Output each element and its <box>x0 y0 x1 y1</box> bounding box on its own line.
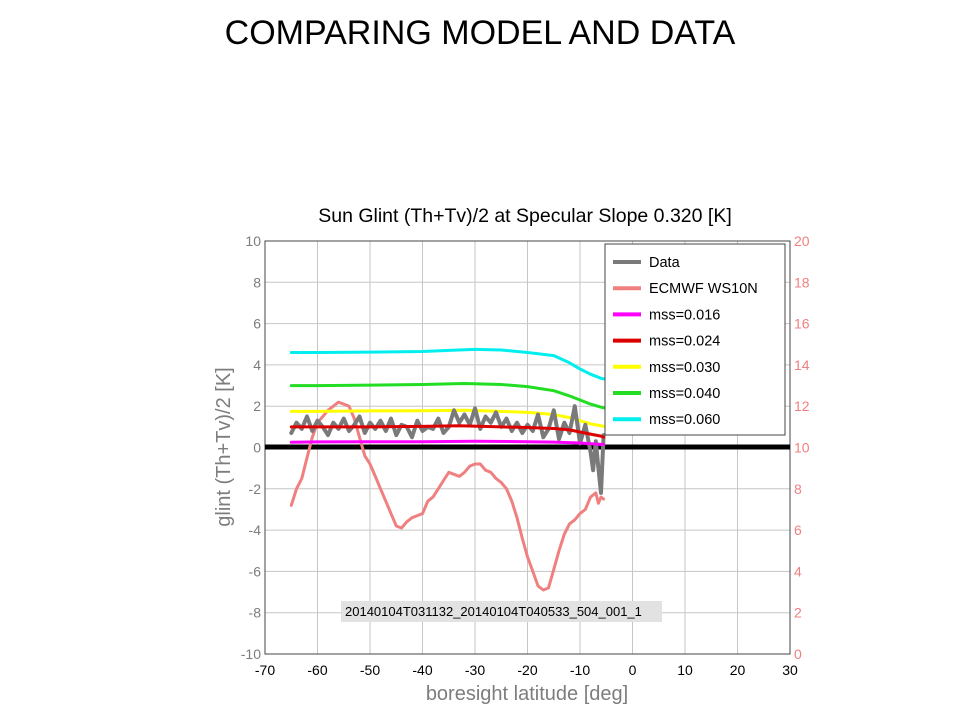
legend-label-mss-0-030: mss=0.030 <box>649 360 720 376</box>
y2-tick-label: 10 <box>794 440 810 456</box>
y2-tick-label: 12 <box>794 398 810 414</box>
y-tick-label: 6 <box>253 316 261 332</box>
legend-label-mss-0-024: mss=0.024 <box>649 334 720 350</box>
x-tick-label: -20 <box>517 662 537 678</box>
y2-tick-label: 6 <box>794 522 802 538</box>
x-tick-label: 0 <box>629 662 637 678</box>
series-line-mss-0-030 <box>289 408 608 429</box>
x-tick-label: -30 <box>465 662 485 678</box>
chart-title: Sun Glint (Th+Tv)/2 at Specular Slope 0.… <box>318 205 732 227</box>
y2-tick-label: 18 <box>794 274 810 290</box>
y-axis-left: -10 -8 -6 -4 -2 0 2 4 6 8 10 <box>241 233 261 662</box>
x-tick-label: -60 <box>307 662 327 678</box>
x-tick-label: -70 <box>255 662 275 678</box>
legend-label-mss-0-016: mss=0.016 <box>649 307 720 323</box>
legend-label-mss-0-060: mss=0.060 <box>649 412 720 428</box>
x-axis-label: boresight latitude [deg] <box>426 683 628 705</box>
y2-tick-label: 16 <box>794 316 810 332</box>
y2-tick-label: 14 <box>794 357 810 373</box>
y-tick-label: -8 <box>249 605 262 621</box>
y-tick-label: 2 <box>253 398 261 414</box>
x-tick-label: 30 <box>782 662 798 678</box>
series-line-data <box>289 404 606 495</box>
y-tick-label: -2 <box>249 481 262 497</box>
slide-title: COMPARING MODEL AND DATA <box>224 14 736 52</box>
x-tick-label: 20 <box>730 662 746 678</box>
y-tick-label: 4 <box>253 357 261 373</box>
series-line-ecmwf-ws10n <box>289 400 606 592</box>
series-line-mss-0-040 <box>289 382 608 410</box>
series-line-mss-0-016 <box>289 439 606 446</box>
y2-tick-label: 20 <box>794 233 810 249</box>
x-tick-label: -50 <box>360 662 380 678</box>
y-tick-label: 10 <box>245 233 261 249</box>
series-group <box>289 347 608 592</box>
x-tick-label: -10 <box>570 662 590 678</box>
x-axis: -70 -60 -50 -40 -30 -20 -10 0 10 20 30 <box>255 662 798 678</box>
annotation-text: 20140104T031132_20140104T040533_504_001_… <box>345 604 642 619</box>
y-tick-label: 8 <box>253 274 261 290</box>
y-axis-label: glint (Th+Tv)/2 [K] <box>213 367 235 527</box>
x-tick-label: 10 <box>677 662 693 678</box>
series-line-mss-0-024 <box>289 424 606 439</box>
annotation-box: 20140104T031132_20140104T040533_504_001_… <box>341 601 662 622</box>
legend-label-ecmwf-ws10n: ECMWF WS10N <box>649 281 758 297</box>
y2-tick-label: 8 <box>794 481 802 497</box>
legend-label-mss-0-040: mss=0.040 <box>649 386 720 402</box>
legend: Data ECMWF WS10N mss=0.016 mss=0.024 mss=0.0… <box>604 243 786 436</box>
y-axis-right: 0 2 4 6 8 10 12 14 16 18 20 <box>794 233 810 662</box>
y-tick-label: -4 <box>249 522 262 538</box>
x-tick-label: -40 <box>412 662 432 678</box>
y-tick-label: -10 <box>241 646 261 662</box>
y-tick-label: 0 <box>253 440 261 456</box>
y2-tick-label: 4 <box>794 563 802 579</box>
legend-label-data: Data <box>649 255 681 271</box>
y-tick-label: -6 <box>249 563 262 579</box>
series-line-mss-0-060 <box>289 347 608 381</box>
y2-tick-label: 0 <box>794 646 802 662</box>
y2-tick-label: 2 <box>794 605 802 621</box>
